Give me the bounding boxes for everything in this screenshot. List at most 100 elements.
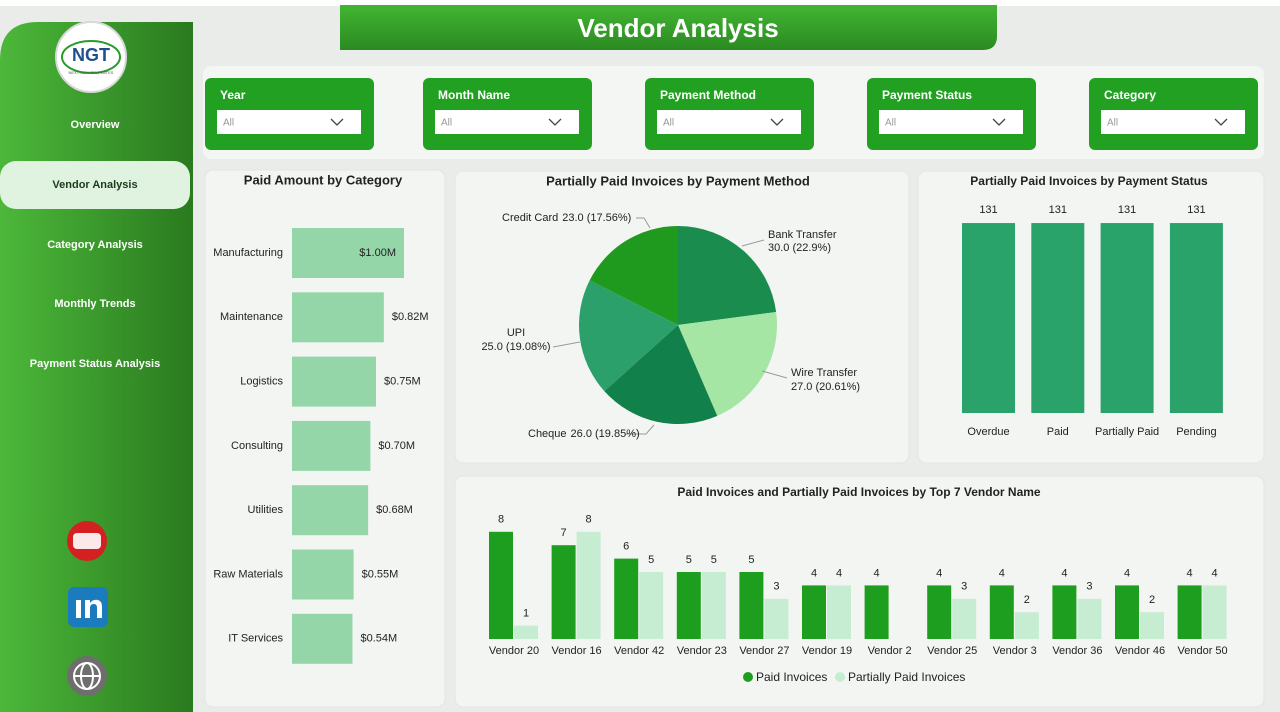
x-tick-label: Paid <box>1047 426 1069 438</box>
data-label: 4 <box>999 567 1005 579</box>
slice-label: UPI <box>507 327 525 339</box>
filter-label: Payment Method <box>660 88 756 102</box>
bar <box>1052 585 1077 639</box>
data-label: 4 <box>811 567 817 579</box>
data-label: 8 <box>498 514 504 526</box>
dropdown-chevron <box>770 118 784 126</box>
x-tick-label: Vendor 2 <box>868 645 912 657</box>
data-label: 4 <box>1187 567 1193 579</box>
filter-dropdown[interactable] <box>1101 110 1245 134</box>
leader-line <box>761 370 788 379</box>
bar <box>514 625 538 639</box>
filter-value: All <box>1107 118 1118 129</box>
nav-item[interactable]: Overview <box>71 119 120 131</box>
slice-label: Bank Transfer <box>768 229 837 241</box>
bar <box>292 420 371 471</box>
filter-dropdown[interactable] <box>657 110 801 134</box>
x-tick-label: Vendor 25 <box>927 645 977 657</box>
bar <box>1140 612 1164 639</box>
data-label: $0.70M <box>378 440 415 452</box>
slice-label: Credit Card <box>502 212 558 224</box>
nav-item[interactable]: Category Analysis <box>47 239 143 251</box>
data-label: 4 <box>1061 567 1067 579</box>
page-title: Vendor Analysis <box>577 13 778 43</box>
x-tick-label: Vendor 27 <box>739 645 789 657</box>
youtube-glyph <box>73 533 101 549</box>
bar <box>739 572 764 639</box>
legend-swatch <box>835 672 845 682</box>
nav-item[interactable]: Monthly Trends <box>54 298 135 310</box>
x-tick-label: Partially Paid <box>1095 426 1159 438</box>
bar <box>1031 223 1085 413</box>
dropdown-chevron <box>992 118 1006 126</box>
data-label: 3 <box>1086 581 1092 593</box>
x-tick-label: Vendor 46 <box>1115 645 1165 657</box>
x-tick-label: Vendor 23 <box>677 645 727 657</box>
logo-text: NGT <box>72 45 110 65</box>
top-strip <box>0 0 1280 6</box>
slice-value: 26.0 (19.85%) <box>571 428 640 440</box>
data-label: 5 <box>748 554 754 566</box>
x-tick-label: Vendor 19 <box>802 645 852 657</box>
bar <box>292 485 369 536</box>
bar <box>1169 223 1223 413</box>
data-label: 3 <box>773 581 779 593</box>
filter-value: All <box>663 118 674 129</box>
data-label: 4 <box>1212 567 1218 579</box>
filter-value: All <box>885 118 896 129</box>
data-label: 5 <box>686 554 692 566</box>
bar <box>1077 598 1102 639</box>
web-glyph <box>80 662 94 690</box>
data-label: $0.75M <box>384 376 421 388</box>
category-label: Manufacturing <box>213 247 283 259</box>
data-label: 8 <box>586 514 592 526</box>
x-tick-label: Vendor 42 <box>614 645 664 657</box>
data-label: 6 <box>623 541 629 553</box>
category-label: Consulting <box>231 440 283 452</box>
filter-label: Payment Status <box>882 88 972 102</box>
logo-ring <box>61 40 121 74</box>
chart-title: Partially Paid Invoices by Payment Metho… <box>546 173 810 188</box>
legend-label: Paid Invoices <box>756 670 827 684</box>
dropdown-chevron <box>548 118 562 126</box>
data-label: 2 <box>1024 594 1030 606</box>
slice-value: 23.0 (17.56%) <box>562 212 631 224</box>
x-tick-label: Overdue <box>967 426 1009 438</box>
chart-title: Partially Paid Invoices by Payment Statu… <box>970 174 1208 188</box>
data-label: $0.55M <box>362 568 399 580</box>
filter-dropdown[interactable] <box>879 110 1023 134</box>
pie-slice <box>579 280 678 392</box>
data-label: 131 <box>1049 204 1067 216</box>
social-icons <box>67 521 108 696</box>
x-tick-label: Pending <box>1176 426 1216 438</box>
dropdown-chevron <box>1214 118 1228 126</box>
leader-line <box>626 424 655 435</box>
category-label: Logistics <box>240 376 283 388</box>
bar <box>551 545 576 639</box>
bar <box>292 228 404 278</box>
bar <box>489 531 513 639</box>
slice-value: 27.0 (20.61%) <box>791 381 860 393</box>
data-label: 5 <box>711 554 717 566</box>
data-label: 4 <box>936 567 942 579</box>
leader-line <box>741 239 765 247</box>
legend-swatch <box>743 672 753 682</box>
x-tick-label: Vendor 36 <box>1052 645 1102 657</box>
bar <box>827 585 851 639</box>
bar <box>292 292 384 343</box>
category-label: Raw Materials <box>213 568 283 580</box>
data-label: 2 <box>1149 594 1155 606</box>
filter-dropdown[interactable] <box>217 110 361 134</box>
data-label: 3 <box>961 581 967 593</box>
bar <box>1177 585 1202 639</box>
data-label: $0.54M <box>360 633 397 645</box>
data-label: 4 <box>874 567 880 579</box>
nav-item[interactable]: Payment Status Analysis <box>30 358 160 370</box>
filter-dropdown[interactable] <box>435 110 579 134</box>
bar <box>1014 612 1039 639</box>
nav-item[interactable]: Vendor Analysis <box>52 179 137 191</box>
logo-tagline: NEXT GEN TEMPLATES <box>69 70 114 75</box>
bar <box>764 598 789 639</box>
data-label: $0.82M <box>392 311 429 323</box>
data-label: $1.00M <box>359 247 396 259</box>
